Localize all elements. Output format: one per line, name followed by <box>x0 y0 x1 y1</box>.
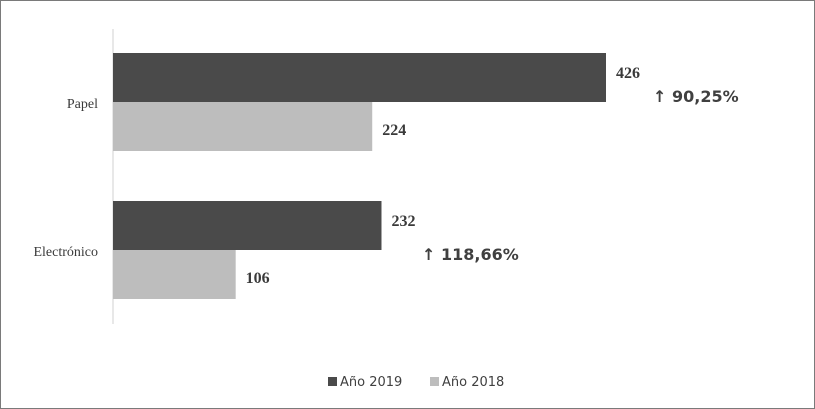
bar <box>113 201 382 250</box>
category-label: Electrónico <box>33 245 98 260</box>
legend-label: Año 2018 <box>442 375 504 390</box>
data-label: 232 <box>391 213 415 230</box>
bar <box>113 250 236 299</box>
growth-annotation: ↑ 118,66% <box>422 245 519 264</box>
category-label: Papel <box>67 97 98 112</box>
legend-swatch <box>328 377 337 386</box>
data-label: 106 <box>246 270 270 287</box>
bar <box>113 53 606 102</box>
data-label: 426 <box>616 65 640 82</box>
data-label: 224 <box>382 122 406 139</box>
bar <box>113 102 373 151</box>
legend-swatch <box>430 377 439 386</box>
growth-annotation: ↑ 90,25% <box>653 87 739 106</box>
legend: Año 2019 Año 2018 <box>328 375 504 390</box>
legend-label: Año 2019 <box>340 375 402 390</box>
